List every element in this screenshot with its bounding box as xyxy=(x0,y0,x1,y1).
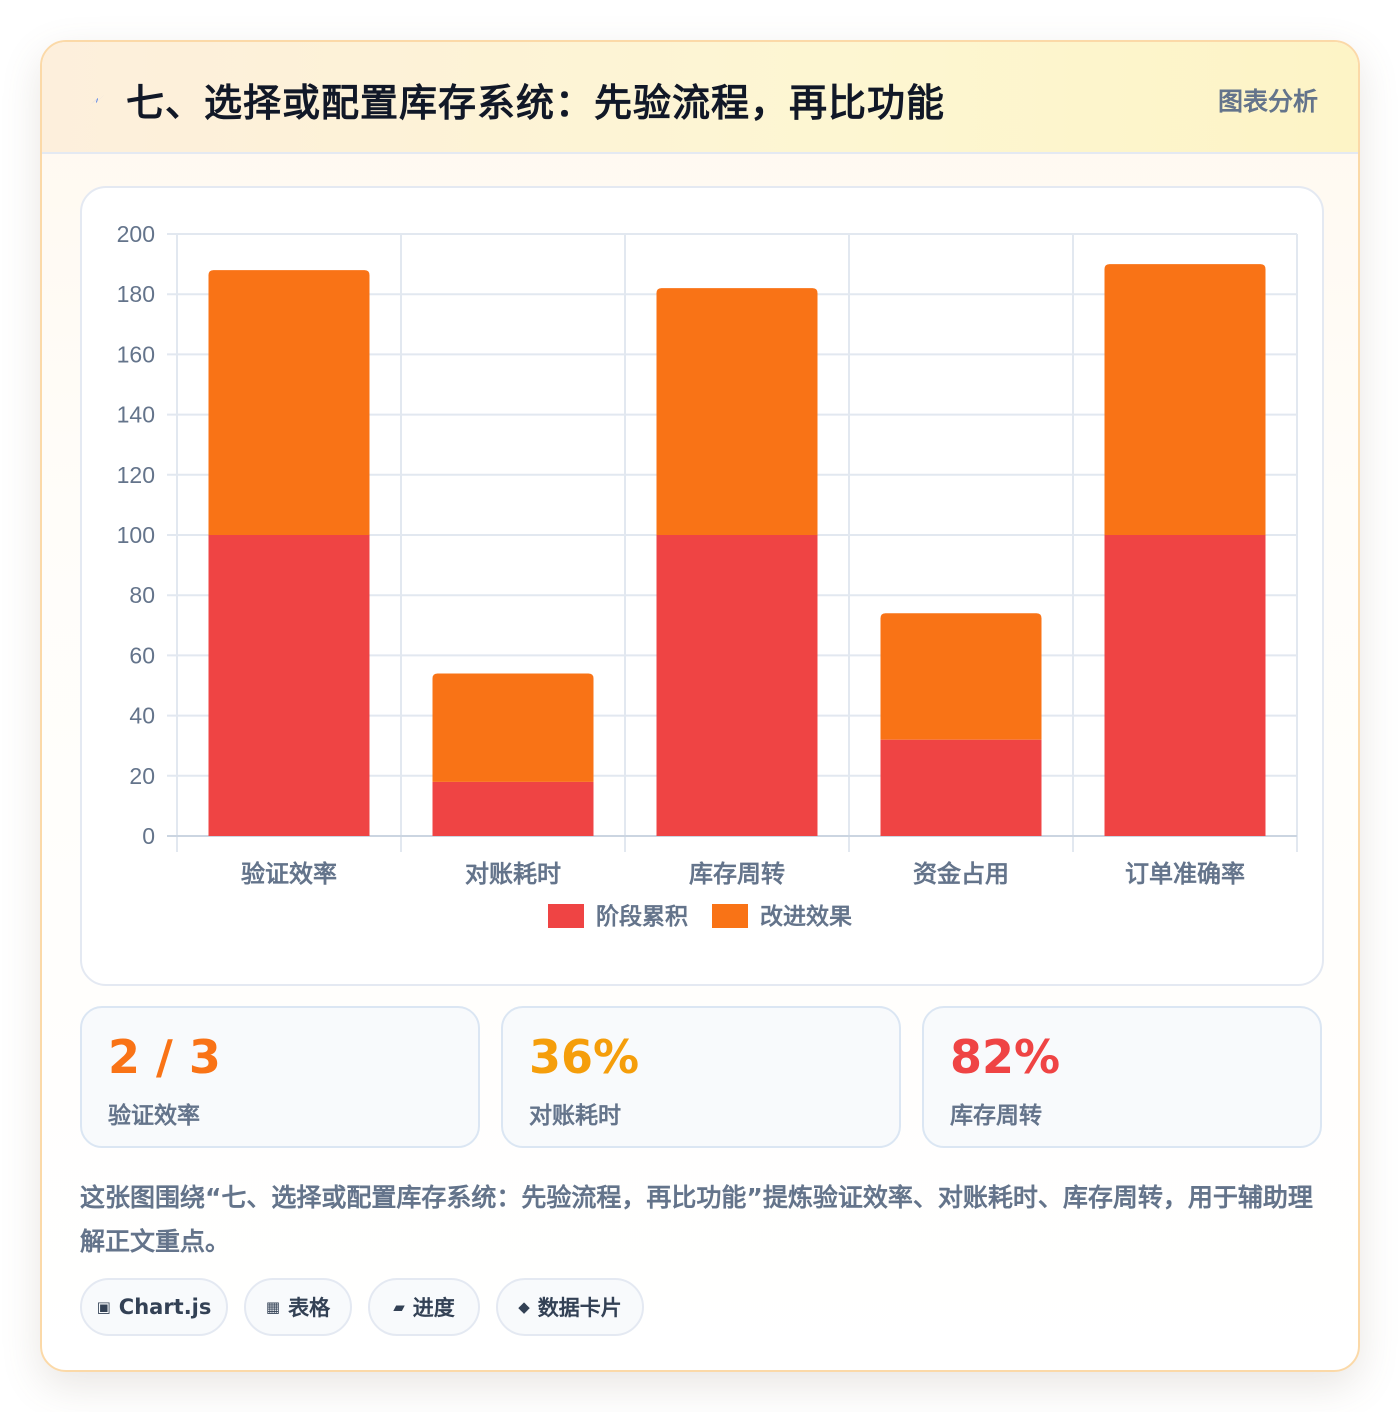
stat-card: 2 / 3 验证效率 xyxy=(80,1006,480,1148)
bar-segment xyxy=(1104,264,1266,535)
y-tick-label: 120 xyxy=(117,462,155,488)
tag-label: 表格 xyxy=(288,1296,331,1320)
bar-segment xyxy=(880,739,1042,836)
stat-label: 对账耗时 xyxy=(529,1103,621,1129)
stacked-bar-chart: 0 20 40 60 80 100 120 140 160 180 200 验证效率 对账耗时 库存周转 资… xyxy=(117,221,1298,930)
stat-value: 36% xyxy=(529,1030,640,1084)
chart-icon: ▣ xyxy=(96,1298,111,1316)
legend-swatch xyxy=(548,904,584,928)
stat-value: 82% xyxy=(950,1030,1061,1084)
y-tick-label: 180 xyxy=(117,281,155,307)
progress-icon: ▰ xyxy=(393,1298,405,1316)
bar-segment xyxy=(880,613,1042,740)
x-tick-label: 对账耗时 xyxy=(465,860,561,888)
bar-segment xyxy=(656,288,818,535)
bar-segment xyxy=(1104,535,1266,836)
y-tick-label: 100 xyxy=(117,522,155,548)
y-tick-label: 60 xyxy=(129,642,155,668)
diamond-icon: ◆ xyxy=(518,1298,530,1316)
y-tick-label: 160 xyxy=(117,341,155,367)
stat-value: 2 / 3 xyxy=(108,1030,221,1084)
chart-description: 这张图围绕“七、选择或配置库存系统：先验流程，再比功能”提炼验证效率、对账耗时、… xyxy=(80,1183,1313,1256)
bar-segment xyxy=(208,270,370,535)
y-tick-label: 0 xyxy=(142,823,155,849)
y-tick-label: 200 xyxy=(117,221,155,247)
x-tick-label: 资金占用 xyxy=(913,860,1009,888)
tag-data-cards[interactable]: ◆ 数据卡片 xyxy=(496,1278,644,1336)
legend-label: 改进效果 xyxy=(760,903,852,930)
y-tick-label: 80 xyxy=(129,582,155,608)
x-tick-label: 库存周转 xyxy=(689,860,785,888)
tag-label: 进度 xyxy=(412,1296,455,1320)
bar-segment xyxy=(656,535,818,836)
chart-card: 七、选择或配置库存系统：先验流程，再比功能 图表分析 0 20 40 60 80 100 1… xyxy=(40,40,1360,1372)
stat-card: 82% 库存周转 xyxy=(922,1006,1322,1148)
stat-card: 36% 对账耗时 xyxy=(501,1006,901,1148)
legend-swatch xyxy=(712,904,748,928)
bar-segment xyxy=(208,535,370,836)
legend-label: 阶段累积 xyxy=(596,903,688,930)
y-tick-label: 140 xyxy=(117,402,155,428)
page-title: 七、选择或配置库存系统：先验流程，再比功能 xyxy=(126,81,946,125)
tag-label: 数据卡片 xyxy=(537,1296,622,1320)
y-tick-label: 40 xyxy=(129,703,155,729)
tag-table[interactable]: ▦ 表格 xyxy=(244,1278,352,1336)
table-icon: ▦ xyxy=(265,1298,281,1316)
x-tick-label: 订单准确率 xyxy=(1125,860,1245,888)
chart-container: 0 20 40 60 80 100 120 140 160 180 200 验证效率 对账耗时 库存周转 资… xyxy=(80,186,1324,986)
card-header: 七、选择或配置库存系统：先验流程，再比功能 图表分析 xyxy=(42,42,1358,154)
stat-label: 库存周转 xyxy=(950,1103,1042,1129)
stat-label: 验证效率 xyxy=(108,1103,200,1129)
tag-label: Chart.js xyxy=(118,1295,212,1319)
x-tick-label: 验证效率 xyxy=(241,860,337,888)
lightning-icon xyxy=(90,95,104,105)
tag-progress[interactable]: ▰ 进度 xyxy=(368,1278,480,1336)
bar-segment xyxy=(432,781,594,836)
tag-chartjs[interactable]: ▣ Chart.js xyxy=(80,1278,228,1336)
y-tick-label: 20 xyxy=(129,763,155,789)
bar-segment xyxy=(432,673,594,782)
header-tag: 图表分析 xyxy=(1217,87,1318,116)
